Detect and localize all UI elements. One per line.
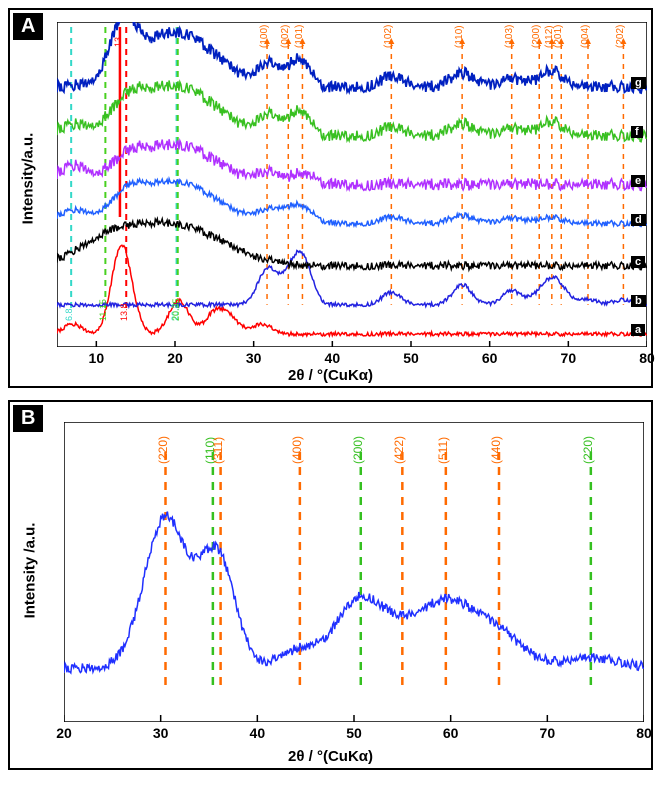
xtick-label: 40 [245,725,269,741]
series-label-d: d [631,214,646,226]
xtick-label: 70 [556,350,580,366]
xtick-label: 20 [52,725,76,741]
series-label-b: b [631,295,646,307]
marker-label: (400) [290,436,304,464]
xtick-label: 30 [149,725,173,741]
series-label-a: a [631,324,645,336]
xtick-label: 50 [342,725,366,741]
xtick-label: 60 [478,350,502,366]
marker-label: (200) [351,436,365,464]
xtick-label: 70 [535,725,559,741]
panel-b-label: B [13,405,43,432]
xtick-label: 30 [242,350,266,366]
marker-label: (311) [211,437,225,464]
series-label-e: e [631,175,645,187]
xtick-label: 40 [320,350,344,366]
marker-label: (220) [156,436,170,464]
panel-b-marker-labels: (220)(110)(311)(400)(200)(422)(511)(440)… [64,422,644,722]
series-label-c: c [631,256,645,268]
xtick-label: 80 [632,725,656,741]
marker-label: (511) [436,437,450,464]
panel-b: B Intensity /a.u. (220)(110)(311)(400)(2… [8,400,653,770]
panel-a: A Intensity/a.u. (100)(002)(101)(102)(11… [8,8,653,388]
panel-a-series-labels: a b c d e f g [57,22,647,347]
marker-label: (440) [489,436,503,464]
xtick-label: 80 [635,350,659,366]
marker-label: (422) [392,436,406,464]
marker-label: (220) [581,436,595,464]
xtick-label: 10 [84,350,108,366]
panel-b-xtick-labels: 20304050607080 [64,725,644,743]
series-label-g: g [631,77,646,89]
xtick-label: 20 [163,350,187,366]
series-label-f: f [631,126,643,138]
xtick-label: 50 [399,350,423,366]
xtick-label: 60 [439,725,463,741]
panel-b-ylabel: Intensity /a.u. [21,523,38,619]
panel-a-xlabel: 2θ / °(CuKα) [10,367,651,384]
panel-a-xtick-labels: 1020304050607080 [57,350,647,368]
panel-a-ylabel: Intensity/a.u. [19,133,36,225]
panel-b-xlabel: 2θ / °(CuKα) [10,748,651,765]
panel-a-label: A [13,13,43,40]
